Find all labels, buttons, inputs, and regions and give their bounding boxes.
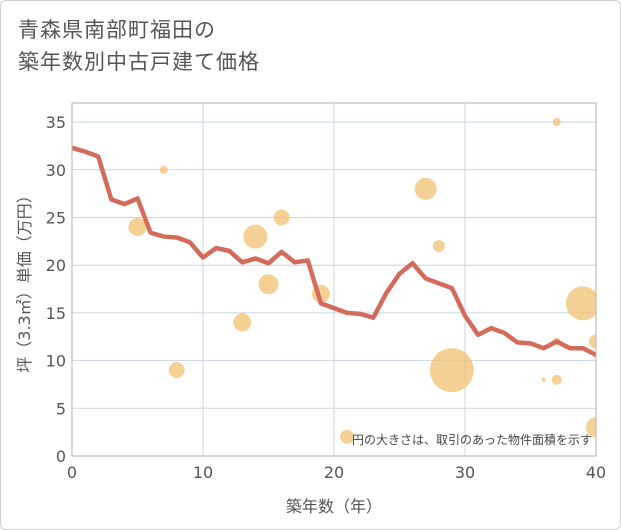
x-axis-label: 築年数（年） [286,497,382,516]
y-tick-label: 35 [46,113,66,132]
bubble-point [168,362,185,379]
bubble-point [243,224,268,249]
line-layer [72,145,596,358]
bubble-point [258,274,279,295]
price-trend-line [72,145,596,358]
y-tick-labels: 0 5 10 15 20 25 30 35 [46,113,66,466]
plot-border [71,102,597,457]
x-tick-label: 40 [586,463,606,482]
bubble-point [159,165,168,174]
chart-title: 青森県南部町福田の 築年数別中古戸建て価格 [18,14,260,78]
bubble-point [414,177,437,200]
bubble-layer [128,118,596,444]
y-tick-label: 20 [46,256,66,275]
x-tick-label: 20 [324,463,344,482]
x-tick-label: 10 [193,463,213,482]
bubble-point [565,286,596,321]
bubble-point [340,429,355,444]
size-legend-note: 円の大きさは、取引のあった物件面積を示す [352,432,592,447]
chart-title-line2: 築年数別中古戸建て価格 [18,50,260,74]
bubble-point [233,313,252,332]
x-tick-label: 30 [455,463,475,482]
bubble-point [552,118,561,127]
y-tick-label: 25 [46,208,66,227]
y-tick-label: 15 [46,304,66,323]
bubble-point [429,348,474,393]
bubble-point [273,209,290,226]
bubble-point [128,218,147,237]
x-tick-label: 0 [67,463,77,482]
bubble-point [432,240,445,253]
chart-title-line1: 青森県南部町福田の [18,18,216,42]
y-tick-label: 10 [46,352,66,371]
x-tick-labels: 0 10 20 30 40 [67,463,606,482]
bubble-point [589,334,596,349]
bubble-point [551,374,562,385]
bubble-point [586,417,596,438]
y-axis-label: 坪（3.3㎡）単価（万円） [15,187,34,372]
bubble-point [541,377,546,382]
y-tick-label: 0 [56,447,66,466]
y-tick-label: 30 [46,161,66,180]
y-tick-label: 5 [56,399,66,418]
